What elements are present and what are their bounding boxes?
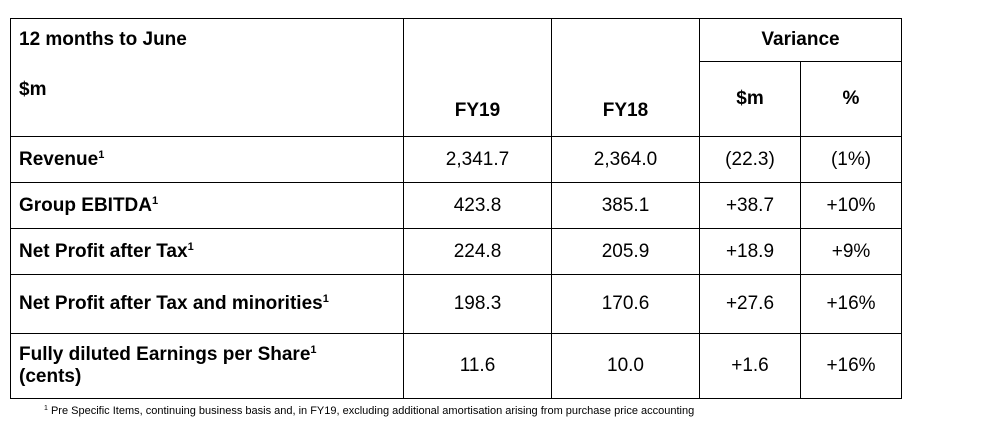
value-variance-dollars: +27.6 <box>699 274 801 334</box>
value-fy18: 2,364.0 <box>551 136 700 183</box>
column-header-fy19: FY19 <box>403 18 552 137</box>
table-row: Revenue1 2,341.7 2,364.0 (22.3) (1%) <box>10 136 902 183</box>
value-variance-percent: +10% <box>800 182 902 229</box>
value-fy19: 2,341.7 <box>403 136 552 183</box>
value-fy19: 224.8 <box>403 228 552 275</box>
row-label: Net Profit after Tax1 <box>10 228 404 275</box>
footnote: 1 Pre Specific Items, continuing busines… <box>44 405 694 417</box>
value-fy18: 10.0 <box>551 333 700 399</box>
table-row: Group EBITDA1 423.8 385.1 +38.7 +10% <box>10 182 902 229</box>
footnote-marker: 1 <box>44 405 48 412</box>
row-label: Revenue1 <box>10 136 404 183</box>
value-variance-percent: +16% <box>800 274 902 334</box>
value-fy18: 205.9 <box>551 228 700 275</box>
column-header-variance-dollars: $m <box>699 61 801 137</box>
table-row: Fully diluted Earnings per Share1 (cents)… <box>10 333 902 399</box>
column-header-variance-percent: % <box>800 61 902 137</box>
period-label: 12 months to June <box>19 29 187 50</box>
value-fy19: 198.3 <box>403 274 552 334</box>
row-label: Net Profit after Tax and minorities1 <box>10 274 404 334</box>
footnote-text: Pre Specific Items, continuing business … <box>50 405 695 417</box>
value-fy19: 423.8 <box>403 182 552 229</box>
column-header-variance: Variance <box>699 18 902 62</box>
unit-label: $m <box>19 79 47 100</box>
row-label: Group EBITDA1 <box>10 182 404 229</box>
value-variance-dollars: +38.7 <box>699 182 801 229</box>
value-variance-dollars: +18.9 <box>699 228 801 275</box>
row-label: Fully diluted Earnings per Share1 (cents) <box>10 333 404 399</box>
table-row: Net Profit after Tax1 224.8 205.9 +18.9 … <box>10 228 902 275</box>
value-fy18: 170.6 <box>551 274 700 334</box>
column-header-fy18: FY18 <box>551 18 700 137</box>
value-fy19: 11.6 <box>403 333 552 399</box>
value-variance-dollars: (22.3) <box>699 136 801 183</box>
value-variance-percent: (1%) <box>800 136 902 183</box>
table-row: Net Profit after Tax and minorities1 198… <box>10 274 902 334</box>
value-variance-percent: +16% <box>800 333 902 399</box>
value-variance-dollars: +1.6 <box>699 333 801 399</box>
value-fy18: 385.1 <box>551 182 700 229</box>
value-variance-percent: +9% <box>800 228 902 275</box>
header-label-cell: 12 months to June $m <box>10 18 404 137</box>
financial-summary-table: 12 months to June $m FY19 FY18 Variance … <box>10 18 902 399</box>
